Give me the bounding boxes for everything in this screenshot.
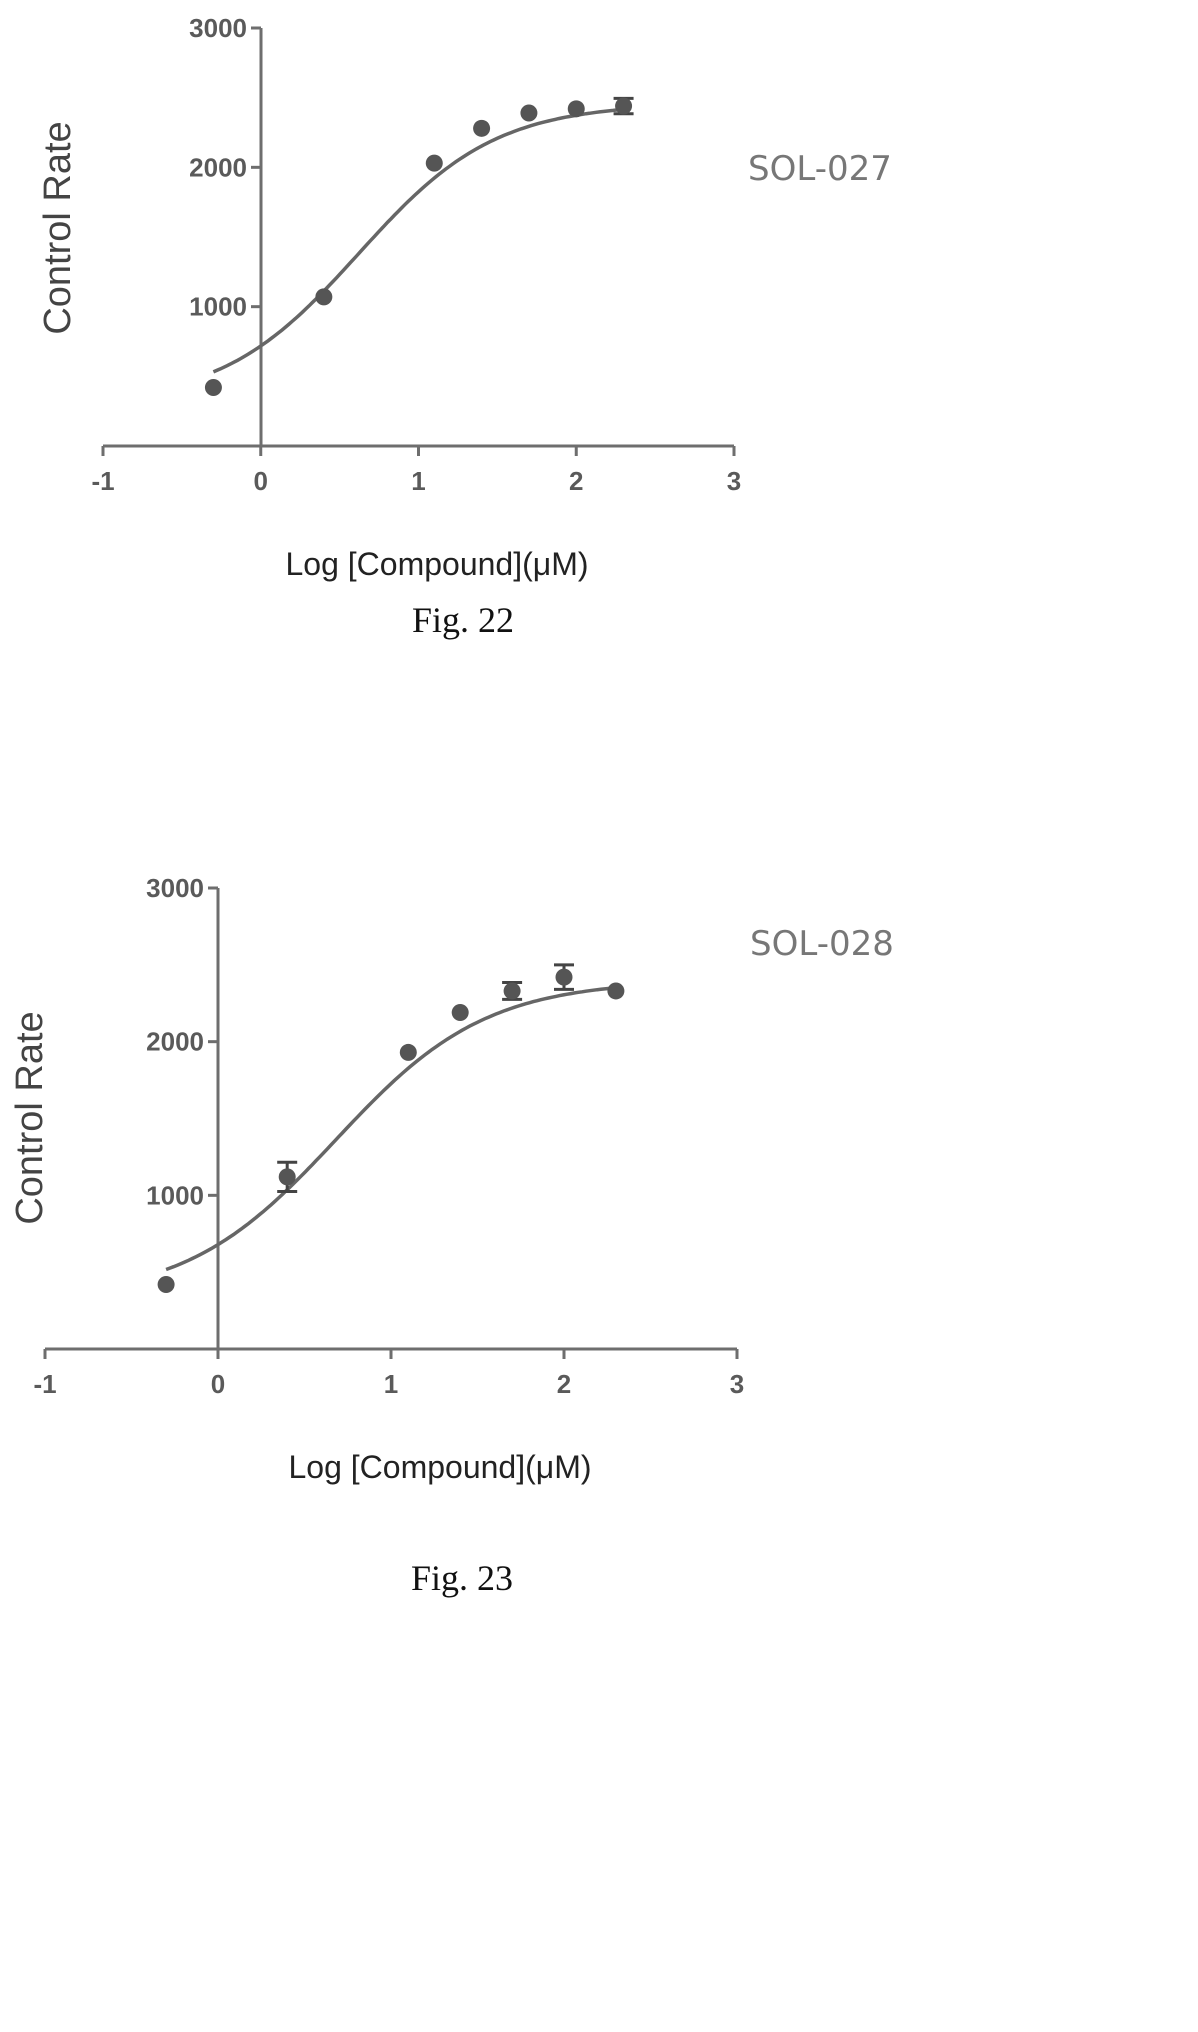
x-tick-label: 1 [384, 1369, 398, 1399]
data-point [473, 119, 491, 137]
series-label: SOL-028 [750, 924, 894, 964]
y-axis-title: Control Rate [37, 121, 79, 334]
figure-caption: Fig. 22 [412, 600, 514, 640]
x-tick-label: 0 [211, 1369, 225, 1399]
chart-fig-22: -1 0 1 2 3 1000 2000 3000 Control Rate Log [Compo… [37, 13, 892, 640]
y-tick-label: 1000 [146, 1180, 204, 1210]
data-point [315, 288, 333, 306]
data-point [157, 1275, 175, 1293]
series-label: SOL-027 [748, 149, 892, 189]
data-point [503, 982, 521, 1000]
data-point [607, 982, 625, 1000]
x-tick-label: 2 [557, 1369, 571, 1399]
data-point [615, 97, 633, 115]
y-axis-title: Control Rate [9, 1011, 51, 1224]
data-point [567, 100, 585, 118]
x-tick-label: -1 [91, 466, 114, 496]
data-point [520, 104, 538, 122]
x-axis-title: Log [Compound](μM) [285, 546, 588, 582]
fit-curve [165, 985, 617, 1272]
x-tick-label: 3 [727, 466, 741, 496]
fit-curve [212, 107, 624, 374]
x-tick-label: 2 [569, 466, 583, 496]
chart-fig-23: -1 0 1 2 3 1000 2000 3000 Control Rate Log [Compo… [9, 873, 894, 1598]
data-point [204, 378, 222, 396]
y-tick-label: 2000 [146, 1027, 204, 1057]
x-axis-title: Log [Compound](μM) [288, 1449, 591, 1485]
y-tick-label: 3000 [189, 13, 247, 43]
data-point [451, 1003, 469, 1021]
data-point [278, 1168, 296, 1186]
x-tick-label: 1 [411, 466, 425, 496]
x-tick-label: 3 [730, 1369, 744, 1399]
figure-caption: Fig. 23 [411, 1558, 513, 1598]
x-tick-label: 0 [254, 466, 268, 496]
x-tick-label: -1 [33, 1369, 56, 1399]
data-point [399, 1043, 417, 1061]
data-point [555, 968, 573, 986]
y-tick-label: 3000 [146, 873, 204, 903]
data-point [425, 154, 443, 172]
y-tick-label: 1000 [189, 292, 247, 322]
y-tick-label: 2000 [189, 152, 247, 182]
